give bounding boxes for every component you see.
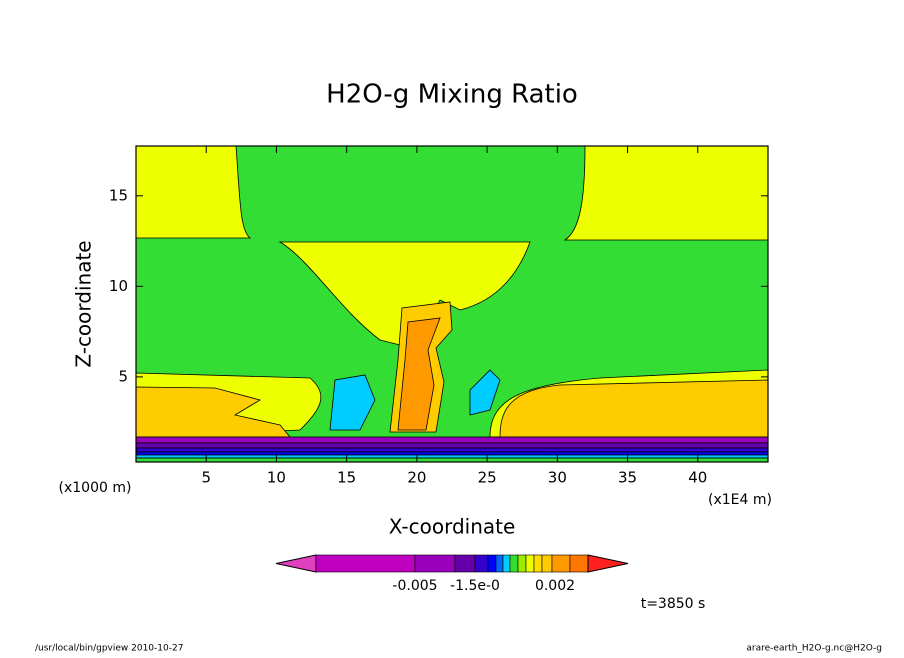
contour-region — [563, 145, 769, 241]
colorbar-segment — [487, 554, 497, 573]
contour-region — [329, 374, 376, 431]
x-tick-label: 35 — [618, 469, 637, 487]
contour-region — [469, 369, 501, 416]
contour-region — [135, 145, 252, 239]
colorbar-segment — [569, 554, 589, 573]
colorbar-segment — [275, 554, 317, 573]
colorbar-segment — [541, 554, 553, 573]
colorbar-segment — [587, 554, 629, 573]
x-tick-label: 15 — [337, 469, 356, 487]
colorbar-segment — [551, 554, 571, 573]
x-tick-label: 40 — [688, 469, 707, 487]
x-tick-label: 10 — [267, 469, 286, 487]
y-tick-label: 5 — [118, 367, 128, 385]
x-tick-label: 30 — [548, 469, 567, 487]
colorbar-segment — [414, 554, 456, 573]
contour-region — [499, 379, 769, 438]
contour-band — [135, 442, 769, 449]
contour-band — [135, 447, 769, 453]
x-tick-label: 25 — [478, 469, 497, 487]
footer-left: /usr/local/bin/gpview 2010-10-27 — [35, 644, 183, 654]
colorbar-segment — [533, 554, 543, 573]
contour-field — [135, 145, 769, 463]
x-tick-label: 20 — [407, 469, 426, 487]
colorbar-segment — [315, 554, 416, 573]
x-unit: (x1E4 m) — [708, 492, 772, 508]
y-tick-label: 10 — [109, 277, 128, 295]
colorbar-segment — [495, 554, 504, 573]
colorbar-tick-label: 0.002 — [535, 578, 575, 594]
contour-band — [135, 436, 769, 444]
x-axis-label: X-coordinate — [389, 515, 516, 539]
colorbar-tick-label: -0.005 — [392, 578, 437, 594]
colorbar: -0.005 -1.5e-0 0.002 — [275, 554, 629, 594]
chart-title: H2O-g Mixing Ratio — [326, 80, 578, 110]
colorbar-segment — [502, 554, 511, 573]
colorbar-segment — [525, 554, 535, 573]
colorbar-segment — [454, 554, 476, 573]
plot-frame — [135, 145, 769, 463]
colorbar-segment — [474, 554, 489, 573]
contour-region — [397, 317, 441, 431]
contour-band — [135, 454, 769, 459]
contour-band — [135, 451, 769, 456]
y-axis-label: Z-coordinate — [72, 240, 96, 367]
colorbar-tick-label: -1.5e-0 — [450, 578, 500, 594]
y-tick-label: 15 — [109, 186, 128, 204]
colorbar-segment — [509, 554, 519, 573]
colorbar-segment — [517, 554, 527, 573]
x-tick-label: 5 — [201, 469, 211, 487]
y-unit: (x1000 m) — [59, 480, 132, 496]
footer-right: arare-earth_H2O-g.nc@H2O-g — [746, 644, 882, 654]
time-label: t=3850 s — [641, 596, 706, 612]
